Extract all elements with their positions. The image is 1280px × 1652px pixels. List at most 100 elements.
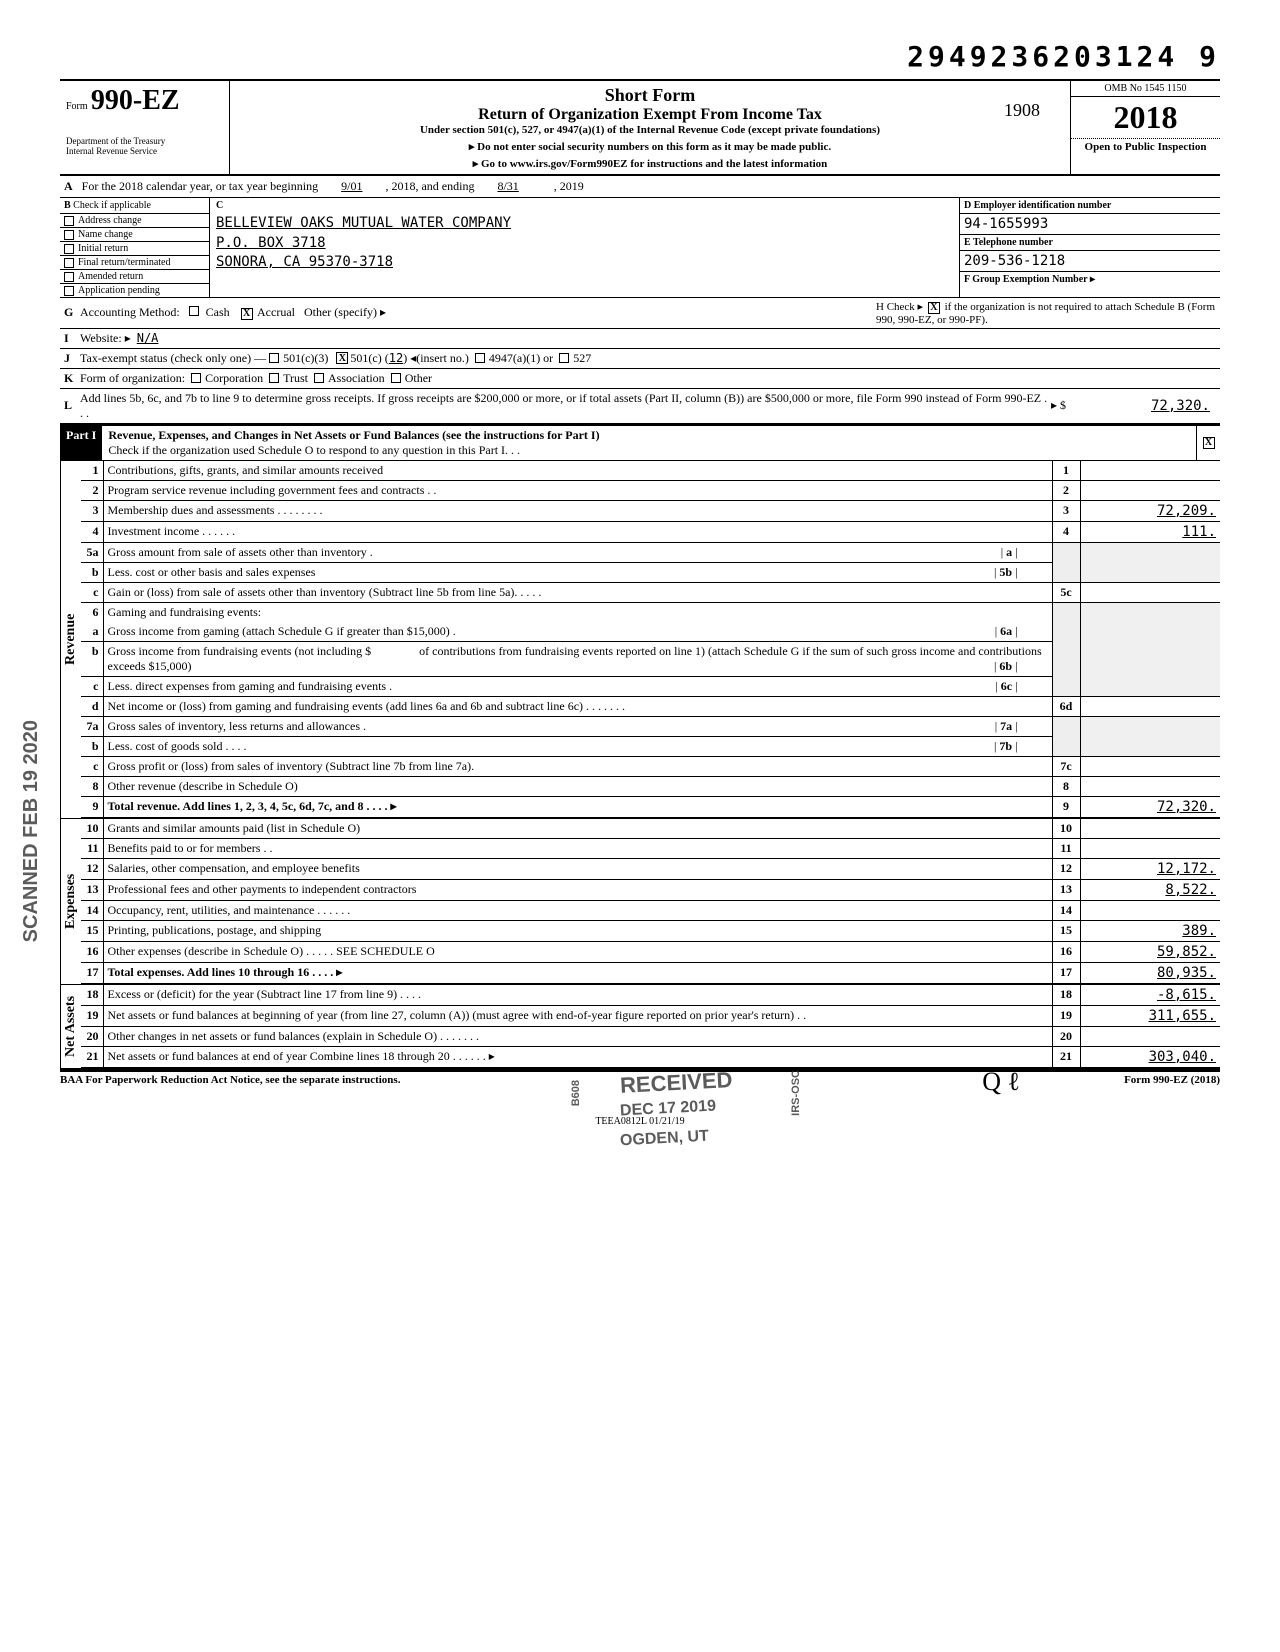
rev-5a-sn: a [1006, 545, 1012, 559]
open-to-public: Open to Public Inspection [1071, 139, 1220, 155]
rev-5a-d: Gross amount from sale of assets other t… [108, 545, 373, 559]
revenue-section: Revenue 1Contributions, gifts, grants, a… [60, 461, 1220, 819]
rev-1-rn: 1 [1052, 461, 1080, 481]
form-prefix: Form [66, 101, 88, 112]
block-c: C BELLEVIEW OAKS MUTUAL WATER COMPANY P.… [210, 198, 960, 297]
chk-address-change[interactable] [64, 216, 74, 226]
na-20-d: Other changes in net assets or fund bala… [103, 1026, 1052, 1046]
chk-527[interactable] [559, 353, 569, 363]
chk-amended-return[interactable] [64, 272, 74, 282]
short-form-title: Short Form [238, 85, 1062, 106]
chk-trust[interactable] [269, 373, 279, 383]
line-l: L Add lines 5b, 6c, and 7b to line 9 to … [60, 389, 1220, 424]
exp-15-amt: 389. [1080, 920, 1220, 941]
chk-initial-return[interactable] [64, 244, 74, 254]
exp-10-amt [1080, 819, 1220, 839]
bcd-block: B Check if applicable Address change Nam… [60, 198, 1220, 298]
exp-14-rn: 14 [1052, 900, 1080, 920]
rev-3-rn: 3 [1052, 500, 1080, 521]
chk-cash[interactable] [189, 306, 199, 316]
b-header: Check if applicable [73, 200, 151, 211]
rev-4-d: Investment income . . . . . . [103, 521, 1052, 542]
na-21-n: 21 [87, 1049, 99, 1063]
instruction-1: ▸ Do not enter social security numbers o… [238, 140, 1062, 153]
g-text: Accounting Method: [80, 305, 180, 319]
exp-17-n: 17 [87, 965, 99, 979]
c-label: C [216, 200, 223, 211]
exp-10-d: Grants and similar amounts paid (list in… [103, 819, 1052, 839]
rev-6c-sn: 6c [1001, 679, 1012, 693]
line-k: K Form of organization: Corporation Trus… [60, 369, 1220, 389]
lbl-final-return: Final return/terminated [78, 257, 170, 268]
rev-6a-sn: 6a [1000, 624, 1012, 638]
rev-2-rn: 2 [1052, 480, 1080, 500]
line-j: J Tax-exempt status (check only one) — 5… [60, 349, 1220, 369]
netassets-table: 18Excess or (deficit) for the year (Subt… [81, 985, 1220, 1068]
chk-application-pending[interactable] [64, 286, 74, 296]
rev-7a-n: 7a [87, 719, 99, 733]
rev-7b-n: b [92, 739, 99, 753]
na-20-amt [1080, 1026, 1220, 1046]
chk-501c3[interactable] [269, 353, 279, 363]
rev-5c-amt [1080, 582, 1220, 602]
lbl-527: 527 [573, 351, 591, 366]
rev-6-d: Gaming and fundraising events: [103, 602, 1052, 622]
j-text: Tax-exempt status (check only one) — [80, 351, 266, 366]
rev-6d-amt [1080, 696, 1220, 716]
chk-accrual[interactable]: X [241, 308, 253, 320]
rev-8-amt [1080, 776, 1220, 796]
exp-17-rn: 17 [1052, 962, 1080, 983]
rev-5b-sn: 5b [999, 565, 1012, 579]
block-def: D Employer identification number 94-1655… [960, 198, 1220, 297]
chk-final-return[interactable] [64, 258, 74, 268]
rev-5c-n: c [93, 585, 98, 599]
l-arrow: ▸ $ [1051, 398, 1066, 413]
exp-10-rn: 10 [1052, 819, 1080, 839]
lbl-other-specify: Other (specify) ▸ [304, 305, 386, 319]
rev-9-rn: 9 [1052, 796, 1080, 817]
l-text: Add lines 5b, 6c, and 7b to line 9 to de… [80, 391, 1051, 421]
na-20-n: 20 [87, 1029, 99, 1043]
lbl-address-change: Address change [78, 215, 142, 226]
exp-15-d: Printing, publications, postage, and shi… [103, 920, 1052, 941]
netassets-label: Net Assets [60, 985, 81, 1068]
chk-schedule-o-used[interactable]: X [1203, 437, 1215, 449]
rev-1-amt [1080, 461, 1220, 481]
rev-4-amt: 111. [1080, 521, 1220, 542]
footer-print-code: TEEA0812L 01/21/19 [60, 1116, 1220, 1127]
rev-7c-d: Gross profit or (loss) from sales of inv… [103, 756, 1052, 776]
chk-schedule-b[interactable]: X [928, 302, 940, 314]
rev-6-n: 6 [93, 605, 99, 619]
return-title: Return of Organization Exempt From Incom… [238, 106, 1062, 124]
lbl-4947a1: 4947(a)(1) or [489, 351, 553, 366]
exp-16-amt: 59,852. [1080, 941, 1220, 962]
rev-6d-d: Net income or (loss) from gaming and fun… [103, 696, 1052, 716]
exp-15-n: 15 [87, 923, 99, 937]
chk-association[interactable] [314, 373, 324, 383]
chk-501c[interactable]: X [336, 352, 348, 364]
footer-right: Form 990-EZ (2018) [1124, 1074, 1220, 1086]
f-label: F Group Exemption Number ▸ [964, 274, 1095, 285]
chk-name-change[interactable] [64, 230, 74, 240]
chk-corporation[interactable] [191, 373, 201, 383]
handwritten-note: 1908 [1004, 100, 1040, 121]
stamp-ogden: OGDEN, UT [620, 1128, 710, 1151]
k-text: Form of organization: [80, 371, 185, 386]
line-i: I Website: ▸ N/A [60, 329, 1220, 349]
part1-title: Revenue, Expenses, and Changes in Net As… [108, 428, 599, 442]
rev-3-n: 3 [93, 503, 99, 517]
i-label: I [64, 331, 80, 346]
rev-6b-sn: 6b [999, 659, 1012, 673]
rev-7c-n: c [93, 759, 98, 773]
part1-label: Part I [60, 426, 102, 460]
rev-8-rn: 8 [1052, 776, 1080, 796]
chk-4947a1[interactable] [475, 353, 485, 363]
chk-other-org[interactable] [391, 373, 401, 383]
irs: Internal Revenue Service [66, 147, 223, 157]
rev-1-n: 1 [93, 463, 99, 477]
e-label: E Telephone number [964, 237, 1053, 248]
k-label: K [64, 371, 80, 386]
rev-6d-n: d [92, 699, 99, 713]
na-18-rn: 18 [1052, 985, 1080, 1006]
rev-2-n: 2 [93, 483, 99, 497]
